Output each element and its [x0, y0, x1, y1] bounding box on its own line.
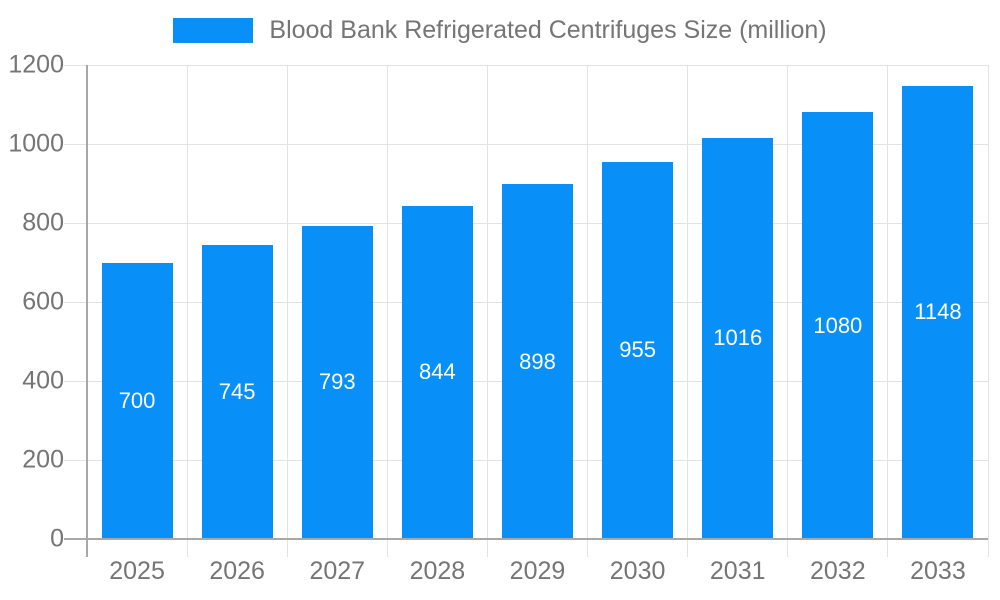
legend-swatch	[173, 18, 254, 43]
bar-2025: 700	[101, 262, 173, 539]
bar-2026: 745	[201, 244, 273, 539]
bar-value-label: 1148	[914, 299, 962, 325]
y-tick-label: 200	[22, 445, 64, 474]
x-axis-line	[64, 538, 988, 540]
gridline-v	[887, 65, 889, 557]
y-axis-line	[86, 65, 88, 557]
x-tick-label: 2033	[910, 557, 966, 585]
gridline-v	[987, 65, 989, 557]
plot-area: 0 200 400 600 800 1000 1200 700 2025 745 2026 793 20…	[8, 51, 989, 585]
gridline-v	[587, 65, 589, 557]
y-tick-label: 400	[22, 366, 64, 395]
bar-2031: 1016	[702, 137, 774, 539]
legend-label: Blood Bank Refrigerated Centrifuges Size…	[269, 16, 827, 44]
gridline-v	[787, 65, 789, 557]
bar-value-label: 955	[619, 337, 656, 363]
bar-value-label: 1080	[813, 312, 863, 338]
bar-2029: 898	[502, 184, 573, 539]
x-tick-label: 2032	[810, 557, 866, 585]
bar-2033: 1148	[902, 85, 974, 539]
bar-2032: 1080	[802, 112, 874, 539]
bar-value-label: 700	[118, 387, 156, 413]
bar-value-label: 898	[519, 348, 556, 374]
gridline-v	[486, 65, 488, 557]
y-tick-label: 1000	[8, 129, 64, 158]
x-tick-label: 2029	[509, 557, 566, 585]
x-tick-label: 2031	[709, 557, 766, 585]
bar-2030: 955	[602, 161, 674, 539]
gridline-v	[286, 65, 288, 557]
bar-value-label: 745	[218, 378, 256, 404]
y-tick-label: 1200	[8, 50, 64, 79]
bar-value-label: 793	[318, 369, 356, 395]
y-tick-label: 0	[50, 524, 64, 553]
x-tick-label: 2030	[609, 557, 666, 585]
bar-2027: 793	[301, 225, 373, 539]
x-tick-label: 2025	[109, 557, 165, 585]
gridline-h	[64, 65, 988, 66]
x-tick-label: 2028	[409, 557, 466, 585]
y-tick-label: 800	[22, 208, 64, 237]
bar-value-label: 1016	[713, 325, 763, 351]
gridline-v	[687, 65, 689, 557]
bar-value-label: 844	[419, 359, 456, 385]
bar-2028: 844	[401, 205, 473, 539]
gridline-v	[386, 65, 388, 557]
y-tick-label: 600	[22, 287, 64, 316]
x-tick-label: 2026	[209, 557, 265, 585]
x-tick-label: 2027	[309, 557, 366, 585]
gridline-v	[186, 65, 188, 557]
chart-legend: Blood Bank Refrigerated Centrifuges Size…	[0, 16, 1000, 45]
gridline-h	[64, 144, 988, 145]
